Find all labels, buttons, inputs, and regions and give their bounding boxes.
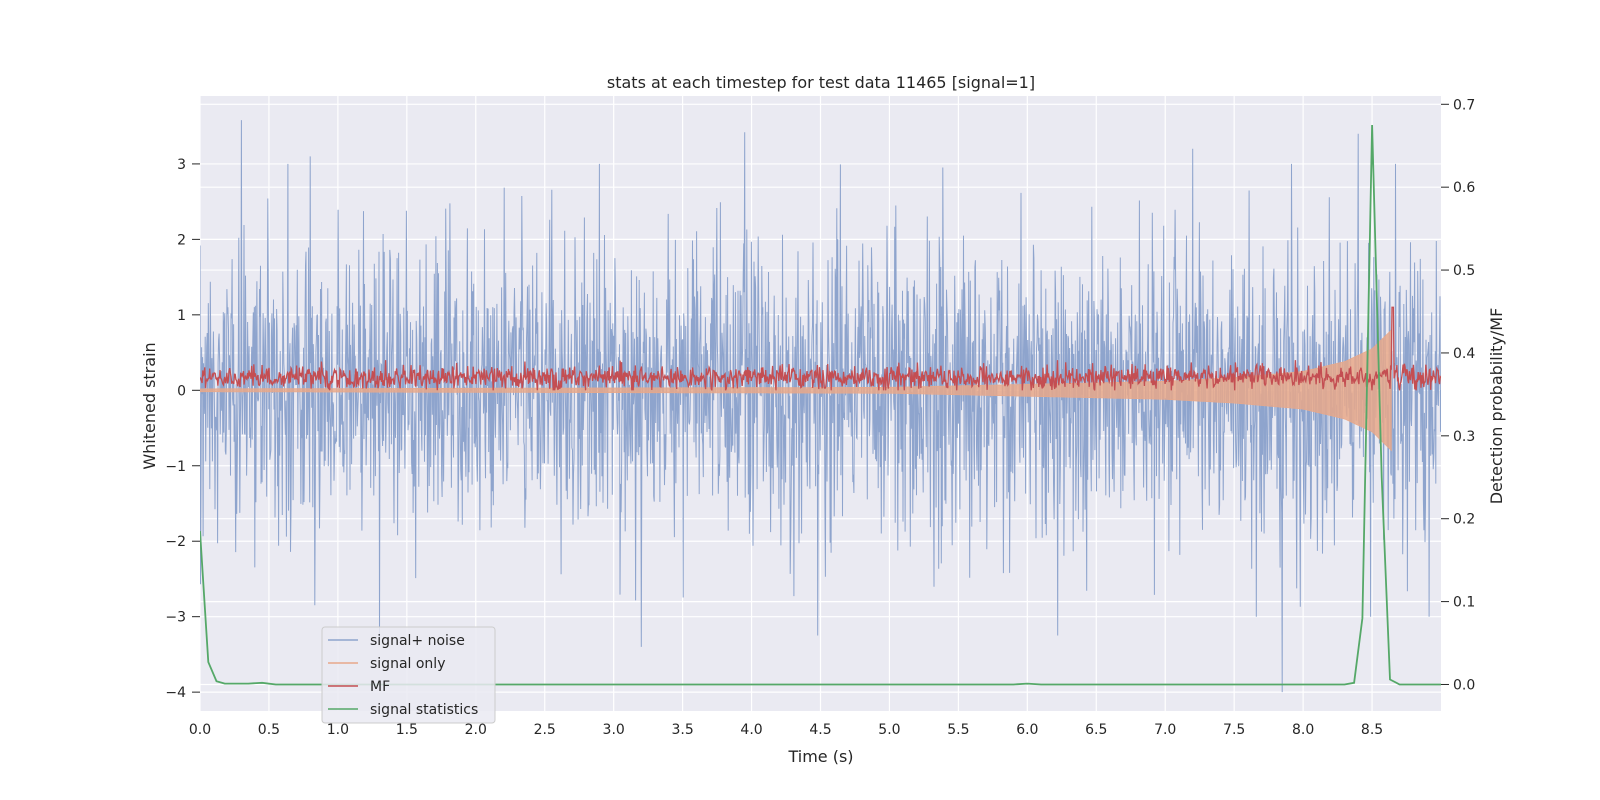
x-tick-label: 4.5 bbox=[809, 722, 831, 738]
y-left-tick-label: −2 bbox=[165, 534, 186, 550]
y-left-tick-label: 3 bbox=[177, 157, 186, 173]
x-tick-label: 6.0 bbox=[1016, 722, 1038, 738]
y-right-tick-label: 0.4 bbox=[1453, 346, 1475, 362]
y-right-axis-label: Detection probability/MF bbox=[1487, 308, 1506, 505]
y-left-tick-label: −3 bbox=[165, 610, 186, 626]
y-right-axis-ticks: 0.7 0.6 0.5 0.4 0.3 0.2 0.1 0.0 bbox=[1441, 97, 1475, 693]
legend: signal+ noise signal only MF signal stat… bbox=[321, 626, 496, 724]
x-tick-label: 7.5 bbox=[1223, 722, 1245, 738]
y-right-tick-label: 0.6 bbox=[1453, 180, 1475, 196]
legend-label-mf: MF bbox=[370, 679, 390, 695]
x-axis-label: Time (s) bbox=[787, 747, 853, 766]
series-signal-only bbox=[200, 329, 1392, 452]
x-tick-label: 1.0 bbox=[327, 722, 349, 738]
y-left-tick-label: 1 bbox=[177, 308, 186, 324]
x-tick-label: 2.0 bbox=[465, 722, 487, 738]
series-mf bbox=[200, 306, 1441, 391]
x-tick-label: 6.5 bbox=[1085, 722, 1107, 738]
y-right-tick-label: 0.7 bbox=[1453, 97, 1475, 113]
x-tick-label: 0.0 bbox=[189, 722, 211, 738]
x-tick-label: 1.5 bbox=[396, 722, 418, 738]
y-left-tick-label: 0 bbox=[177, 383, 186, 399]
y-left-tick-label: −4 bbox=[165, 685, 186, 701]
y-right-tick-label: 0.3 bbox=[1453, 429, 1475, 445]
y-right-tick-label: 0.5 bbox=[1453, 263, 1475, 279]
y-right-tick-label: 0.1 bbox=[1453, 595, 1475, 611]
x-tick-label: 3.5 bbox=[671, 722, 693, 738]
legend-box bbox=[321, 626, 496, 724]
y-left-tick-label: 2 bbox=[177, 232, 186, 248]
y-left-axis-label: Whitened strain bbox=[140, 342, 159, 469]
x-tick-label: 3.0 bbox=[603, 722, 625, 738]
legend-label-signal-statistics: signal statistics bbox=[370, 702, 478, 718]
x-tick-label: 0.5 bbox=[258, 722, 280, 738]
x-tick-label: 8.0 bbox=[1292, 722, 1314, 738]
x-tick-label: 7.0 bbox=[1154, 722, 1176, 738]
x-tick-label: 2.5 bbox=[534, 722, 556, 738]
y-left-axis-ticks: 3 2 1 0 −1 −2 −3 −4 bbox=[165, 157, 200, 701]
series-signal-statistics bbox=[200, 124, 1441, 686]
x-tick-label: 5.0 bbox=[878, 722, 900, 738]
x-tick-label: 5.5 bbox=[947, 722, 969, 738]
y-right-tick-label: 0.0 bbox=[1453, 677, 1475, 693]
plot-series bbox=[200, 120, 1441, 693]
legend-label-signal-plus-noise: signal+ noise bbox=[370, 633, 465, 649]
series-signal-plus-noise bbox=[200, 120, 1441, 693]
x-axis-ticks: 0.0 0.5 1.0 1.5 2.0 2.5 3.0 3.5 4.0 4.5 5.0 5.5 6.0 6… bbox=[189, 722, 1383, 738]
y-right-tick-label: 0.2 bbox=[1453, 512, 1475, 528]
x-tick-label: 8.5 bbox=[1361, 722, 1383, 738]
y-left-tick-label: −1 bbox=[165, 459, 186, 475]
x-tick-label: 4.0 bbox=[740, 722, 762, 738]
legend-label-signal-only: signal only bbox=[370, 656, 445, 672]
chart-title: stats at each timestep for test data 114… bbox=[607, 73, 1035, 92]
